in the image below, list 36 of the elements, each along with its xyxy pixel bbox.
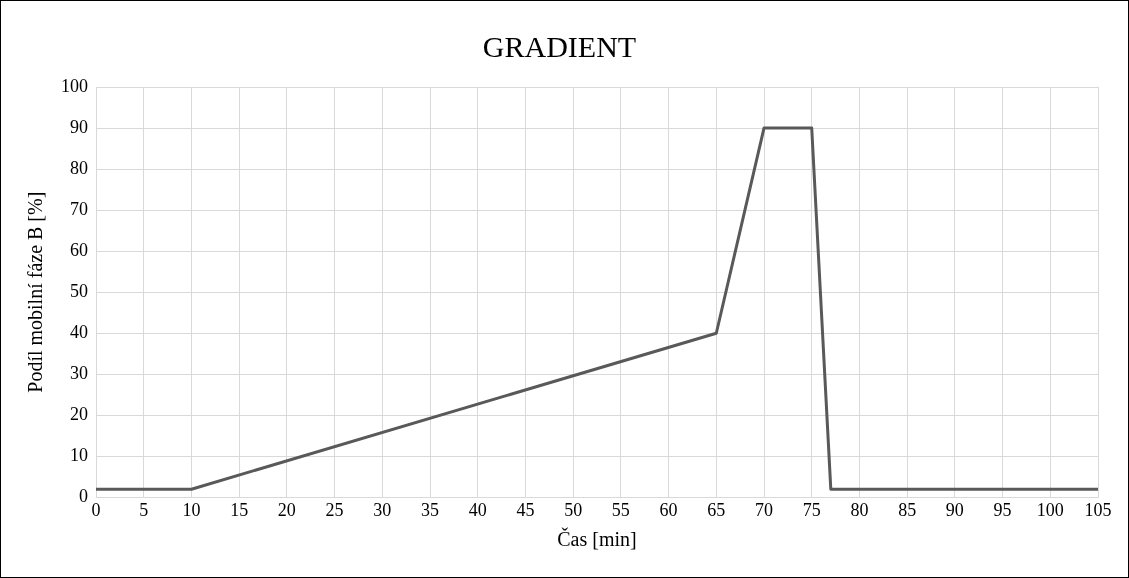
y-tick-label: 10: [70, 445, 88, 466]
x-tick-label: 55: [611, 499, 630, 520]
x-tick-label: 35: [421, 499, 439, 520]
y-tick-label: 80: [70, 157, 88, 178]
x-tick-label: 0: [91, 499, 101, 520]
x-tick-label: 45: [516, 499, 535, 520]
x-tick-label: 5: [139, 499, 149, 520]
x-tick-label: 90: [945, 499, 964, 520]
x-tick-label: 40: [468, 499, 487, 520]
y-axis-title: Podíl mobilní fáze B [%]: [24, 191, 47, 393]
x-tick-label: 70: [755, 499, 773, 520]
y-tick-label: 20: [70, 404, 88, 425]
x-tick-label: 60: [659, 499, 678, 520]
x-tick-label: 25: [325, 499, 344, 520]
x-tick-label: 15: [230, 499, 249, 520]
y-tick-label: 0: [79, 486, 88, 507]
y-tick-label: 50: [70, 280, 88, 301]
y-tick-label: 60: [70, 239, 88, 260]
x-tick-label: 85: [898, 499, 917, 520]
y-tick-label: 30: [70, 363, 88, 384]
y-tick-label: 90: [70, 116, 88, 137]
x-tick-label: 10: [182, 499, 201, 520]
x-tick-label: 50: [564, 499, 583, 520]
y-tick-label: 70: [70, 198, 88, 219]
x-tick-label: 20: [277, 499, 296, 520]
x-tick-label: 65: [707, 499, 726, 520]
x-axis-title: Čas [min]: [557, 527, 637, 551]
x-tick-label: 95: [993, 499, 1012, 520]
y-tick-label: 100: [61, 75, 88, 96]
x-tick-label: 105: [1084, 499, 1112, 520]
x-tick-label: 80: [850, 499, 869, 520]
x-tick-label: 30: [373, 499, 392, 520]
y-tick-label: 40: [70, 321, 88, 342]
x-tick-label: 75: [802, 499, 821, 520]
chart-title: GRADIENT: [482, 29, 637, 63]
x-tick-label: 100: [1036, 499, 1064, 520]
